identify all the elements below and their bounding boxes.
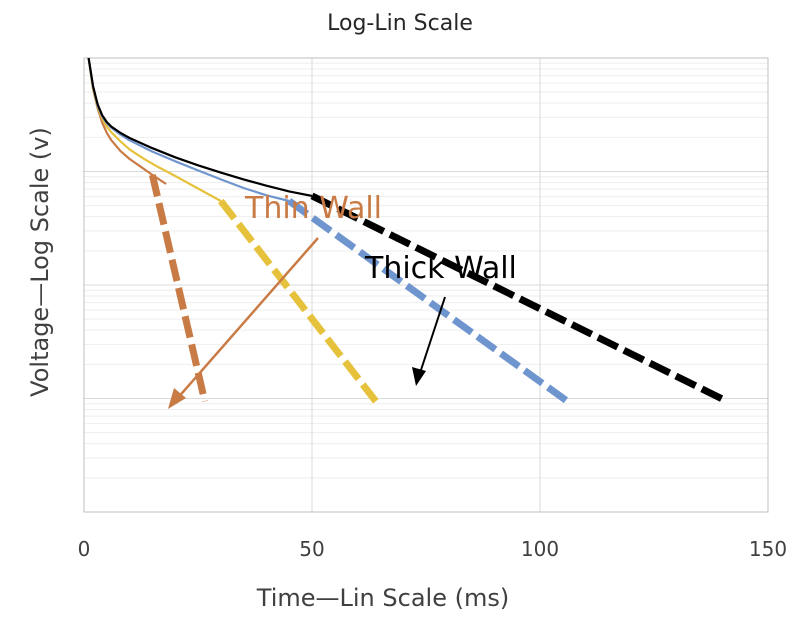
series-blue-curve [87, 57, 290, 203]
thin-wall-arrow-line [175, 237, 319, 401]
series-black-asymptote [310, 192, 729, 405]
x-axis-label: Time—Lin Scale (ms) [256, 584, 509, 612]
x-tick-label: 50 [299, 537, 324, 561]
x-tick-labels: 0 50 100 150 [78, 537, 787, 561]
thin-wall-annotation: Thin Wall [244, 191, 382, 226]
thick-wall-annotation: Thick Wall [364, 251, 517, 286]
x-tick-label: 100 [521, 537, 559, 561]
grid [84, 58, 768, 512]
chart-title: Log-Lin Scale [327, 11, 473, 36]
plot-frame [83, 57, 769, 513]
thin-wall-arrowhead [168, 388, 186, 409]
y-axis-label: Voltage—Log Scale (v) [26, 127, 54, 397]
thick-wall-arrow-line [419, 296, 446, 374]
series-group [87, 57, 729, 405]
x-tick-label: 0 [78, 537, 91, 561]
x-tick-label: 150 [749, 537, 787, 561]
series-yellow-asymptote [218, 198, 379, 404]
series-orange-asymptote [148, 174, 209, 403]
annotations: Thin Wall Thick Wall [168, 191, 517, 409]
thick-wall-arrowhead [412, 367, 426, 386]
series-black-curve [87, 57, 313, 197]
